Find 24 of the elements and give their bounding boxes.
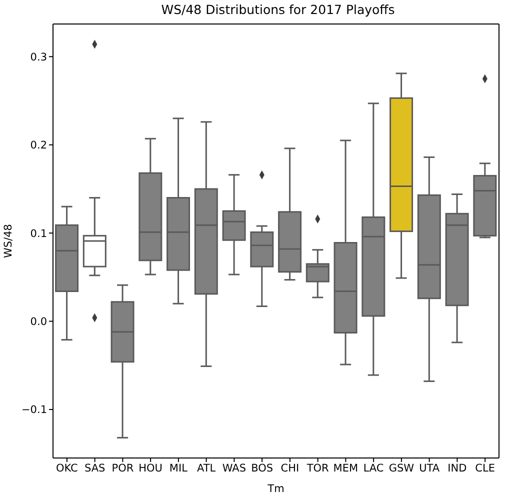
x-tick-label: SAS [84, 462, 106, 474]
x-tick-label: ATL [196, 462, 216, 474]
x-tick-label: WAS [222, 462, 246, 474]
chart-title: WS/48 Distributions for 2017 Playoffs [160, 1, 396, 19]
y-tick-label: 0.1 [30, 228, 47, 240]
x-tick-label: MEM [333, 462, 358, 474]
x-axis-title: Tm [266, 483, 284, 495]
x-tick-label: LAC [363, 462, 384, 474]
x-tick-label: MIL [169, 462, 188, 474]
x-tick-label: IND [448, 462, 467, 474]
x-tick-label: OKC [56, 462, 78, 474]
x-tick-label: UTA [419, 462, 440, 474]
x-tick-label: CLE [475, 462, 495, 474]
y-tick-label: 0.3 [30, 51, 47, 64]
x-tick-label: CHI [280, 462, 300, 474]
y-tick-label: −0.1 [22, 404, 47, 416]
x-tick-label: BOS [251, 462, 274, 474]
x-tick-label: HOU [138, 462, 162, 474]
y-tick-label: 0.0 [30, 316, 47, 328]
y-axis-title: WS/48 [2, 224, 15, 258]
x-tick-label: GSW [388, 462, 415, 474]
x-tick-label: TOR [306, 462, 329, 474]
y-tick-label: 0.2 [30, 140, 47, 152]
x-tick-label: POR [112, 462, 134, 474]
